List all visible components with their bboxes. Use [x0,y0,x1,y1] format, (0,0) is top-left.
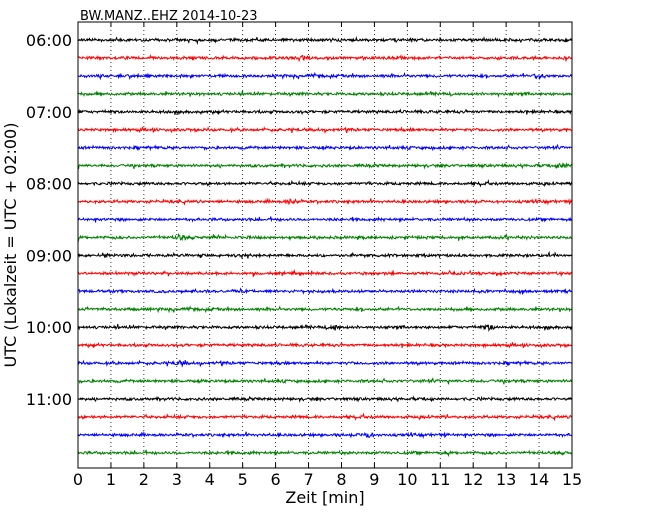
y-tick-label: 06:00 [26,31,72,50]
trace-21 [77,412,573,422]
x-tick-label: 5 [238,470,248,489]
x-tick-label: 2 [139,470,149,489]
trace-0 [77,35,573,46]
x-tick-label: 10 [397,470,417,489]
x-axis-label: Zeit [min] [285,488,364,507]
trace-16 [77,323,573,333]
x-tick-label: 4 [205,470,215,489]
trace-18 [77,359,573,368]
trace-15 [77,305,573,314]
trace-11 [77,232,573,242]
plot-frame [77,21,573,469]
trace-5 [77,126,573,134]
trace-1 [77,53,573,63]
trace-13 [77,269,573,277]
chart-title: BW.MANZ..EHZ 2014-10-23 [80,9,258,24]
y-tick-label: 11:00 [26,390,72,409]
x-tick-label: 0 [73,470,83,489]
ticks: 0 1 2 3 4 5 6 7 8 9 10 11 12 13 14 1506:0007:0008:0009:… [26,22,582,489]
y-axis-label: UTC (Lokalzeit = UTC + 02:00) [1,123,20,368]
trace-12 [77,250,573,260]
trace-3 [77,90,573,98]
trace-7 [77,161,573,170]
plot-background [78,22,572,468]
trace-23 [77,449,573,458]
x-tick-label: 13 [496,470,516,489]
traces [77,35,573,458]
y-tick-label: 09:00 [26,246,72,265]
trace-20 [77,395,573,403]
x-tick-label: 3 [172,470,182,489]
x-tick-label: 1 [106,470,116,489]
trace-14 [77,287,573,295]
x-tick-label: 8 [336,470,346,489]
x-tick-label: 6 [271,470,281,489]
trace-22 [77,430,573,439]
y-tick-label: 08:00 [26,175,72,194]
x-tick-label: 7 [303,470,313,489]
y-tick-label: 07:00 [26,103,72,122]
x-tick-label: 14 [529,470,549,489]
trace-9 [77,197,573,206]
trace-19 [77,377,573,385]
trace-6 [77,143,573,152]
trace-2 [77,71,573,81]
trace-10 [77,216,573,224]
trace-8 [77,178,573,188]
x-tick-label: 11 [430,470,450,489]
trace-17 [77,341,573,349]
trace-4 [77,108,573,116]
y-tick-label: 10:00 [26,318,72,337]
x-tick-label: 9 [369,470,379,489]
x-tick-label: 12 [463,470,483,489]
x-tick-label: 15 [562,470,582,489]
